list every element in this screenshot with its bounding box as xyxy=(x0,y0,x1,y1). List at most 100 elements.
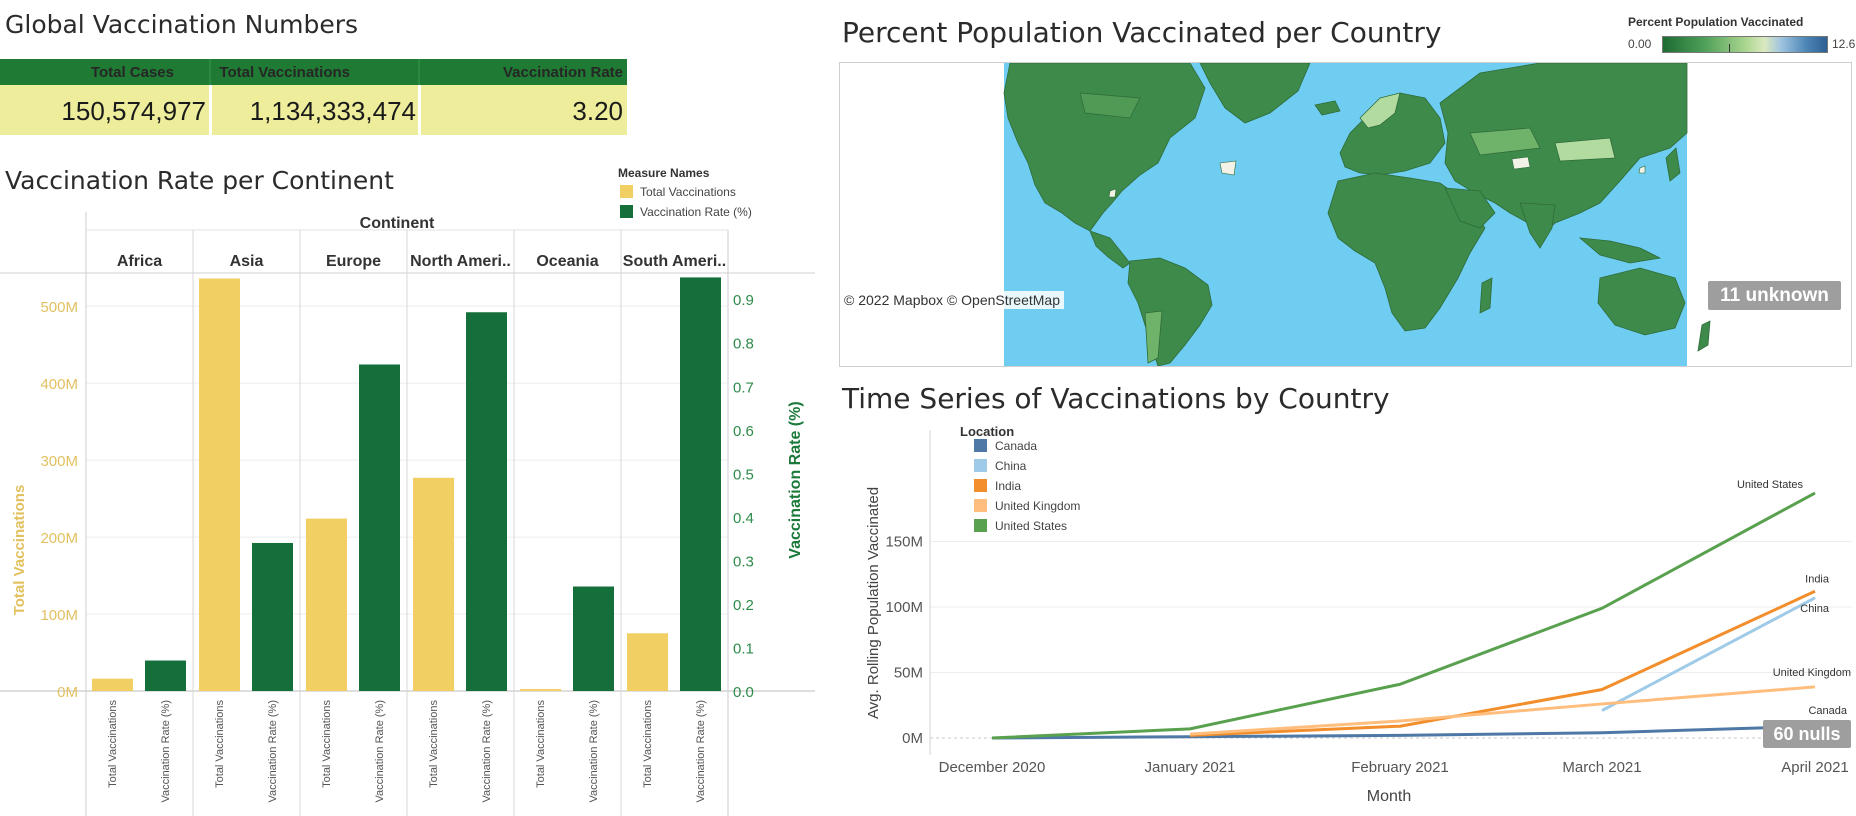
location-legend-title: Location xyxy=(960,424,1015,439)
continent-header: Continent xyxy=(360,215,435,232)
series-end-label: United Kingdom xyxy=(1773,667,1851,679)
bar-axis-label: Total Vaccinations xyxy=(321,700,333,788)
bar-axis-label: Total Vaccinations xyxy=(214,700,226,788)
land-kazakhstan xyxy=(1469,127,1541,156)
map-legend-gradient xyxy=(1662,36,1828,53)
kpi-value-vaccination-rate: 3.20 xyxy=(572,96,623,126)
kpi-value-total-cases: 150,574,977 xyxy=(61,96,206,126)
series-line xyxy=(991,491,1816,740)
left-axis-tick: 400M xyxy=(40,376,78,393)
right-axis-tick: 0.7 xyxy=(733,379,754,396)
right-axis-tick: 0.9 xyxy=(733,292,754,309)
land-argentina xyxy=(1144,310,1163,364)
legend-item: Canada xyxy=(995,439,1037,453)
series-end-label: United States xyxy=(1737,479,1804,491)
legend-item-vaccination-rate[interactable]: Vaccination Rate (%) xyxy=(640,205,752,219)
kpi-header-total-vaccinations: Total Vaccinations xyxy=(219,64,350,81)
right-axis-tick: 0.2 xyxy=(733,597,754,614)
timeseries-line-chart[interactable]: 0M 50M 100M 150M December 2020 January 2021 Fe… xyxy=(840,410,1856,816)
timeseries-title: Time Series of Vaccinations by Country xyxy=(842,382,1390,415)
left-axis-tick: 300M xyxy=(40,453,78,470)
bar-axis-label: Total Vaccinations xyxy=(107,700,119,788)
legend-item: India xyxy=(995,479,1021,493)
bar-axis-label: Vaccination Rate (%) xyxy=(160,700,172,803)
series-line xyxy=(1601,596,1816,712)
land-unknown-2 xyxy=(1108,188,1117,198)
continent-label: Asia xyxy=(230,253,264,270)
land-unknown-3 xyxy=(1511,156,1531,170)
bar xyxy=(466,312,507,691)
legend-swatch-total-vaccinations xyxy=(620,185,633,198)
nulls-badge: 60 nulls xyxy=(1773,724,1840,744)
land-scandinavia xyxy=(1359,92,1401,129)
kpi-header-vaccination-rate: Vaccination Rate xyxy=(502,64,623,81)
world-map[interactable] xyxy=(840,62,1851,367)
map-legend-max: 12.61 xyxy=(1832,37,1856,51)
right-axis-tick: 0.3 xyxy=(733,553,754,570)
y-axis-tick: 50M xyxy=(894,665,923,682)
kpi-divider xyxy=(209,85,212,135)
nulls-badge-bg xyxy=(1763,720,1851,748)
continent-label: Oceania xyxy=(536,253,598,270)
land-mongolia xyxy=(1554,137,1616,162)
right-axis-tick: 0.0 xyxy=(733,684,754,701)
series-end-label: China xyxy=(1800,603,1830,615)
left-axis-tick: 0M xyxy=(57,684,78,701)
x-axis-tick: February 2021 xyxy=(1351,759,1449,776)
land-greenland xyxy=(1199,62,1311,124)
continent-label: Africa xyxy=(117,253,162,270)
map-legend-min: 0.00 xyxy=(1628,37,1652,51)
bar-axis-label: Total Vaccinations xyxy=(642,700,654,788)
kpi-divider xyxy=(209,59,211,85)
left-axis-label: Total Vaccinations xyxy=(11,485,28,616)
bar-axis-label: Vaccination Rate (%) xyxy=(588,700,600,803)
bar xyxy=(627,633,668,691)
bar xyxy=(252,542,293,691)
legend-swatch xyxy=(974,439,987,452)
kpi-divider xyxy=(418,85,421,135)
unknown-count-badge[interactable]: 11 unknown xyxy=(1708,281,1841,310)
kpi-value-total-vaccinations: 1,134,333,474 xyxy=(249,96,416,126)
legend-swatch xyxy=(974,479,987,492)
land-africa xyxy=(1327,172,1486,332)
continent-bar-chart[interactable]: Continent 0M 100M 200M 300M 400M 500M Total Vac… xyxy=(0,200,820,816)
x-axis-label: Month xyxy=(1367,788,1411,805)
land-canada-light xyxy=(1079,92,1141,119)
kpi-value-row[interactable]: 150,574,977 1,134,333,474 3.20 xyxy=(0,85,627,135)
right-axis-tick: 0.6 xyxy=(733,423,754,440)
bar-axis-label: Vaccination Rate (%) xyxy=(481,700,493,803)
y-axis-tick: 150M xyxy=(885,534,923,551)
kpi-divider xyxy=(418,59,420,85)
bar xyxy=(145,660,186,691)
land-south-america xyxy=(1127,257,1213,367)
bar xyxy=(92,678,133,691)
legend-item-total-vaccinations[interactable]: Total Vaccinations xyxy=(640,185,736,199)
land-iceland xyxy=(1314,100,1341,116)
map-attribution[interactable]: © 2022 Mapbox © OpenStreetMap xyxy=(840,291,1064,309)
bar xyxy=(680,277,721,691)
continent-chart-title: Vaccination Rate per Continent xyxy=(5,166,394,195)
series-end-label: India xyxy=(1805,573,1830,585)
land-unknown-1 xyxy=(1219,160,1237,176)
bar-axis-label: Total Vaccinations xyxy=(428,700,440,788)
bar xyxy=(199,278,240,691)
right-axis-tick: 0.4 xyxy=(733,510,754,527)
y-axis-tick: 100M xyxy=(885,599,923,616)
continent-label: South Ameri.. xyxy=(623,253,726,270)
legend-swatch xyxy=(974,459,987,472)
bar xyxy=(413,477,454,691)
land-north-america xyxy=(1003,62,1206,232)
bar xyxy=(573,586,614,691)
map-frame[interactable]: © 2022 Mapbox © OpenStreetMap 11 unknown xyxy=(839,62,1852,367)
right-axis-tick: 0.1 xyxy=(733,640,754,657)
bar-axis-label: Total Vaccinations xyxy=(535,700,547,788)
legend-item: United States xyxy=(995,519,1067,533)
bar-axis-label: Vaccination Rate (%) xyxy=(374,700,386,803)
land-unknown-4 xyxy=(1638,165,1646,174)
bar xyxy=(520,689,561,691)
right-axis-label: Vaccination Rate (%) xyxy=(787,401,804,558)
legend-swatch-vaccination-rate xyxy=(620,205,633,218)
x-axis-tick: April 2021 xyxy=(1781,759,1849,776)
series-end-label: Canada xyxy=(1808,705,1847,717)
bar-axis-label: Vaccination Rate (%) xyxy=(695,700,707,803)
